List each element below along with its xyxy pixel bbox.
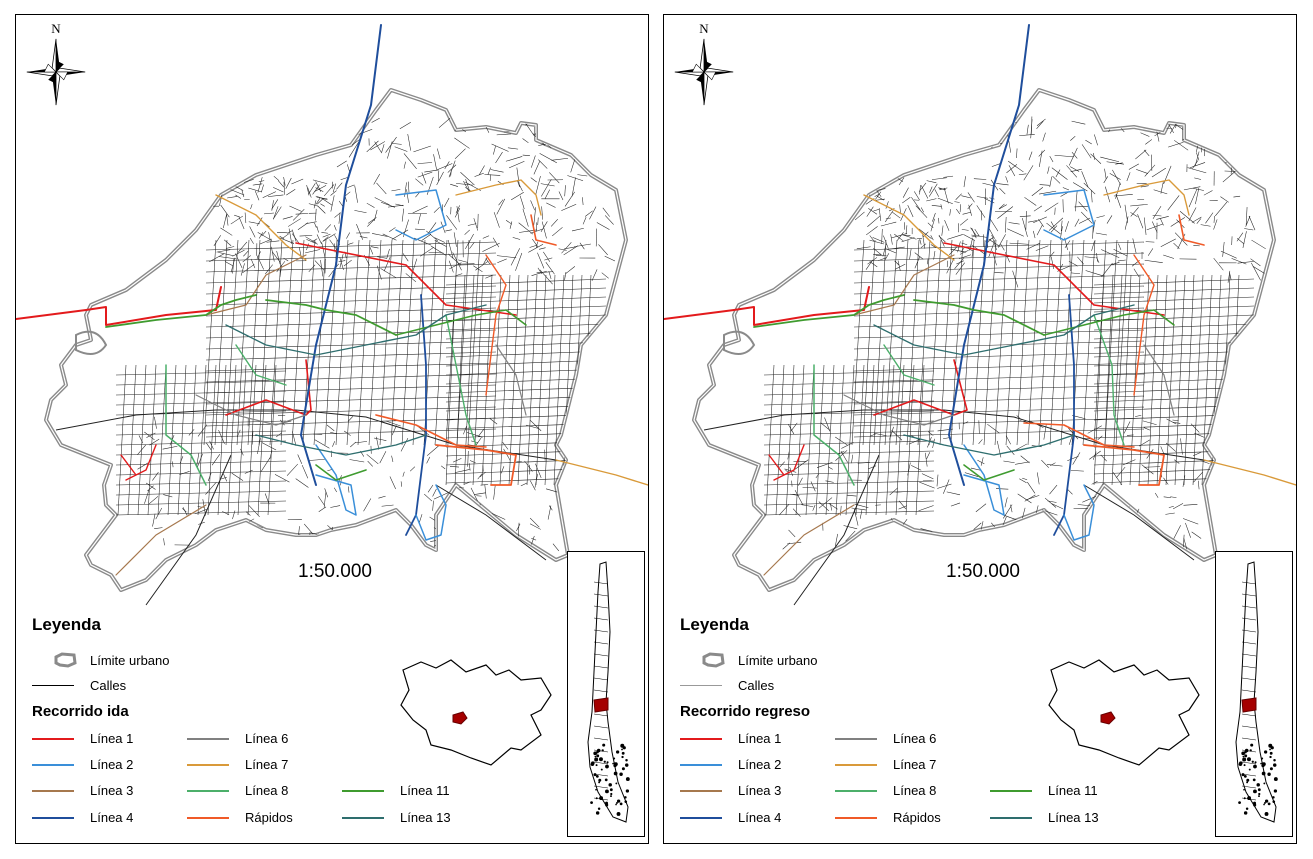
- calles-swatch: [680, 685, 722, 686]
- legend-label: Línea 3: [90, 783, 134, 798]
- legend-item-route: Línea 4: [32, 810, 133, 825]
- north-label: N: [51, 21, 61, 36]
- legend-label: Línea 4: [738, 810, 782, 825]
- legend-item-route: Rápidos: [187, 810, 293, 825]
- legend-label: Línea 13: [400, 810, 451, 825]
- legend-label: Límite urbano: [738, 652, 818, 668]
- route-swatch: [342, 789, 384, 792]
- legend-label: Línea 7: [245, 757, 289, 772]
- route-swatch: [187, 816, 229, 819]
- urban-limit-icon: [702, 652, 725, 668]
- legend-label: Calles: [90, 678, 127, 693]
- legend-title: Leyenda: [680, 615, 749, 634]
- legend-label: Línea 7: [893, 757, 937, 772]
- calles-swatch: [32, 685, 74, 686]
- legend-item-route: Línea 13: [342, 810, 451, 825]
- legend-label: Línea 2: [738, 757, 782, 772]
- legend-item-route: Línea 7: [187, 757, 288, 772]
- route-swatch: [32, 763, 74, 766]
- map-scale: 1:50.000: [946, 561, 1020, 582]
- legend-subtitle: Recorrido ida: [32, 703, 129, 720]
- route-swatch: [835, 763, 877, 766]
- route-swatch: [680, 763, 722, 766]
- map-scale: 1:50.000: [298, 561, 372, 582]
- legend-item-route: Línea 3: [32, 783, 133, 798]
- legend-label: Límite urbano: [90, 652, 170, 668]
- country-inset-map: [567, 551, 645, 837]
- legend-item-calles: Calles: [32, 678, 126, 693]
- city-map: [664, 24, 1296, 606]
- country-inset-map: [1215, 551, 1293, 837]
- legend-label: Línea 1: [90, 731, 134, 746]
- urban-limit-icon: [54, 652, 77, 668]
- legend-label: Línea 1: [738, 731, 782, 746]
- legend-item-route: Línea 11: [990, 783, 1098, 798]
- route-swatch: [32, 789, 74, 792]
- legend-item-route: Línea 8: [835, 783, 936, 798]
- legend-item-route: Línea 4: [680, 810, 781, 825]
- legend-item-route: Rápidos: [835, 810, 941, 825]
- route-swatch: [680, 816, 722, 819]
- city-map: [16, 24, 648, 606]
- route-swatch: [990, 816, 1032, 819]
- region-inset-map: [400, 659, 552, 766]
- compass-rose-icon: [26, 38, 86, 106]
- route-swatch: [342, 816, 384, 819]
- legend-item-route: Línea 13: [990, 810, 1099, 825]
- legend-item-route: Línea 2: [32, 757, 133, 772]
- legend-item-calles: Calles: [680, 678, 774, 693]
- legend-label: Línea 11: [1048, 783, 1098, 798]
- legend-label: Línea 6: [893, 731, 937, 746]
- legend-item-urban-limit: Límite urbano: [52, 651, 170, 669]
- legend-item-route: Línea 1: [680, 731, 781, 746]
- compass-rose-icon: [674, 38, 734, 106]
- legend-label: Calles: [738, 678, 775, 693]
- legend-item-route: Línea 11: [342, 783, 450, 798]
- legend-item-route: Línea 3: [680, 783, 781, 798]
- legend-label: Línea 2: [90, 757, 134, 772]
- route-swatch: [835, 737, 877, 740]
- legend-label: Línea 3: [738, 783, 782, 798]
- legend-subtitle: Recorrido regreso: [680, 703, 811, 720]
- legend-item-route: Línea 2: [680, 757, 781, 772]
- legend-label: Línea 11: [400, 783, 450, 798]
- route-swatch: [187, 737, 229, 740]
- legend-item-urban-limit: Límite urbano: [700, 651, 818, 669]
- legend-item-route: Línea 1: [32, 731, 133, 746]
- legend-title: Leyenda: [32, 615, 101, 634]
- legend-item-route: Línea 7: [835, 757, 936, 772]
- route-swatch: [680, 737, 722, 740]
- map-panel-ida: N 1:50.000 Leyenda Límite urbano Calles Recor…: [15, 14, 649, 844]
- map-panel-regreso: N 1:50.000 Leyenda Límite urbano Calles Recor…: [663, 14, 1297, 844]
- legend-label: Línea 4: [90, 810, 134, 825]
- route-swatch: [835, 816, 877, 819]
- legend-item-route: Línea 6: [835, 731, 936, 746]
- route-swatch: [32, 816, 74, 819]
- legend-label: Línea 6: [245, 731, 289, 746]
- route-swatch: [187, 763, 229, 766]
- legend-label: Línea 8: [245, 783, 289, 798]
- legend-item-route: Línea 8: [187, 783, 288, 798]
- north-label: N: [699, 21, 709, 36]
- legend-label: Rápidos: [893, 810, 941, 825]
- route-swatch: [835, 789, 877, 792]
- route-swatch: [32, 737, 74, 740]
- route-swatch: [187, 789, 229, 792]
- route-swatch: [680, 789, 722, 792]
- legend-label: Línea 13: [1048, 810, 1099, 825]
- legend: Leyenda Límite urbano Calles Recorrido ida L…: [32, 615, 452, 835]
- route-swatch: [990, 789, 1032, 792]
- legend: Leyenda Límite urbano Calles Recorrido regr…: [680, 615, 1100, 835]
- legend-label: Rápidos: [245, 810, 293, 825]
- legend-label: Línea 8: [893, 783, 937, 798]
- region-inset-map: [1048, 659, 1200, 766]
- legend-item-route: Línea 6: [187, 731, 288, 746]
